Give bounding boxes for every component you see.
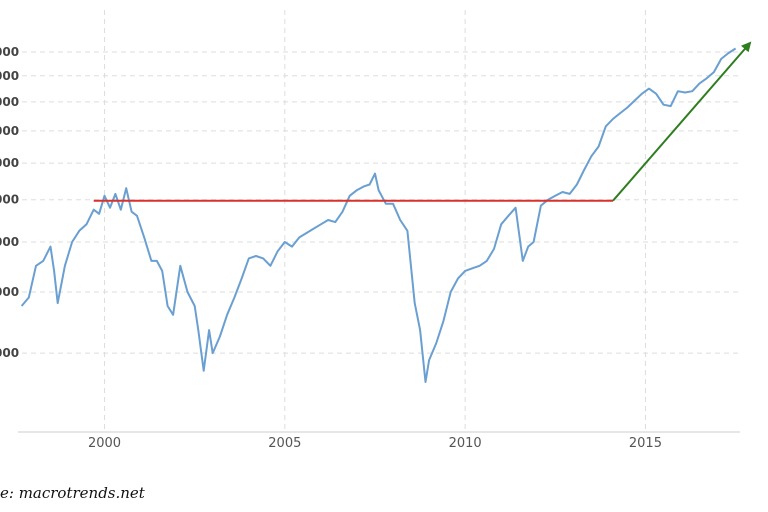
trend-arrow [612,41,752,202]
y-tick-label: 000 [0,285,19,299]
x-tick-label: 2015 [629,436,662,451]
y-tick-label: 000 [0,346,19,360]
grid-lines [22,10,738,432]
y-tick-label: 000 [0,235,19,249]
x-tick-label: 2005 [268,436,301,451]
x-tick-label: 2000 [88,436,121,451]
x-tick-labels: 2000 2005 2010 2015 [88,436,662,451]
y-tick-label: 000 [0,193,19,207]
y-tick-label: 000 [0,156,19,170]
source-caption: e: macrotrends.net [0,484,145,502]
price-line [20,47,737,383]
series-group [20,41,752,383]
y-tick-label: 000 [0,124,19,138]
x-tick-label: 2010 [449,436,482,451]
y-tick-label: 000 [0,95,19,109]
y-tick-label: 000 [0,45,19,59]
y-tick-label: 000 [0,69,19,83]
y-tick-labels: 000 000 000 000 000 000 000 000 000 [0,45,19,360]
